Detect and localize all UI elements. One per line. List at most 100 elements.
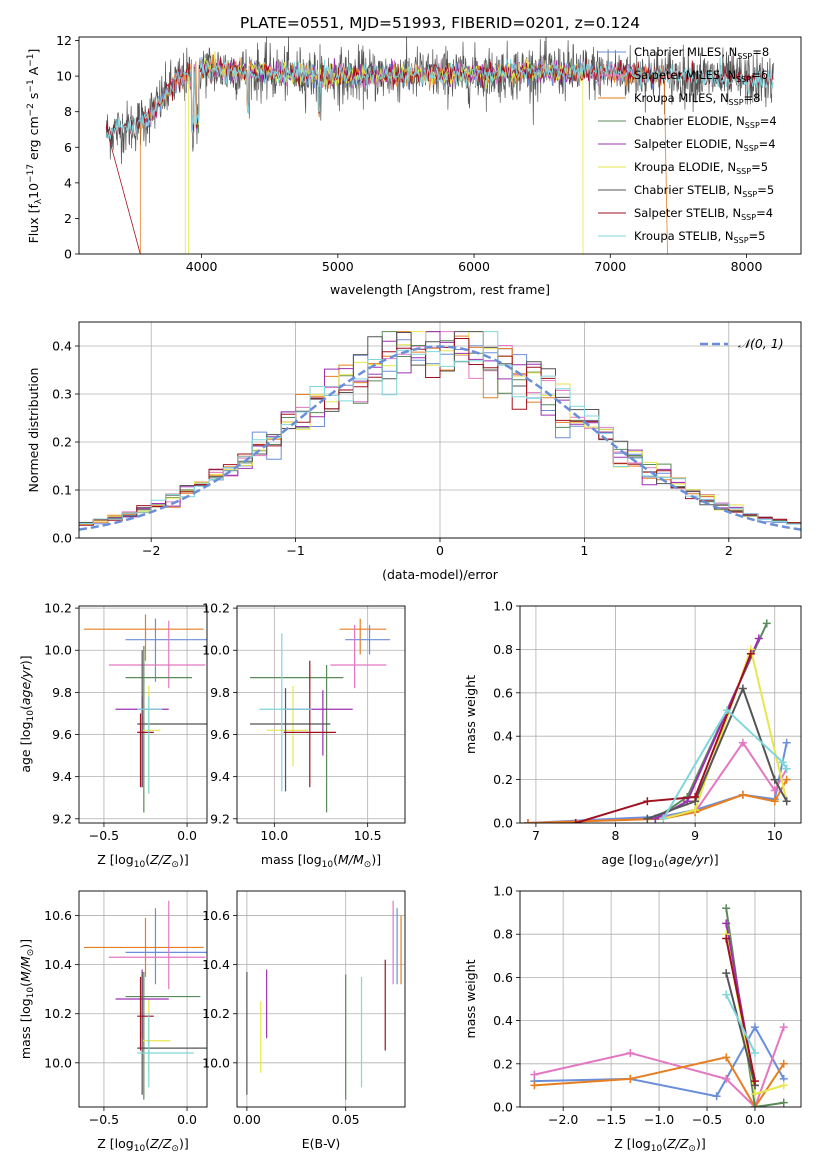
weight-marker-kroupa_miles [738,790,747,799]
weight-marker-kroupa_stelib [778,758,787,767]
weight-marker-kroupa_miles [779,1059,788,1068]
gaussian-curve [79,345,801,531]
tick-label-y: 0.8 [493,927,513,942]
axes-frame [236,605,406,824]
axis-label-y: age [log10(age/yr)] [18,655,36,772]
weight-marker-salpeter_miles [722,1074,731,1083]
weight-marker-salpeter_elodie [754,634,763,643]
tick-label-y: 1.0 [493,599,513,614]
axes-frame [78,321,802,539]
spectrum-line-kroupa_stelib [105,57,774,140]
tick-label-x: 0.05 [332,1112,360,1127]
weight-marker-chabrier_stelib [782,797,791,806]
tick-label-x: 0.0 [745,1112,765,1127]
weight-marker-kroupa_miles [782,775,791,784]
tick-label-x: −2.0 [548,1112,578,1127]
tick-label-x: 7000 [594,259,626,274]
tick-label-x: −1.5 [596,1112,626,1127]
legend-suffix: =8 [744,91,761,105]
tick-label-y: 0.4 [52,339,72,354]
tick-label-y: 9.2 [52,811,72,826]
tick-label-y: 10.0 [44,1055,72,1070]
tick-label-y: 12 [56,33,72,48]
tick-label-x: −1.0 [644,1112,674,1127]
legend-suffix: =4 [760,114,777,128]
legend-suffix: =6 [751,68,768,82]
axis-label-x: (data-model)/error [382,567,499,582]
legend-sub: SSP [744,144,759,153]
weight-vs-metallicity-panel: −2.0 −1.5 −1.0 −0.5 0.0 0.0 0.2 0.4 0.6 0.8 1.0 mas… [463,884,802,1154]
tick-label-y: 2 [64,211,72,226]
tick-label-y: 9.6 [210,727,230,742]
tick-label-y: 9.4 [52,769,72,784]
tick-label-y: 8 [64,104,72,119]
tick-label-y: 6 [64,140,72,155]
tick-label-y: 0.0 [493,816,513,831]
tick-label-x: −1 [286,543,304,558]
tick-label-y: 0.6 [493,685,513,700]
weight-marker-chabrier_stelib [643,814,652,823]
tick-label-y: 0.3 [52,387,72,402]
weight-line-kroupa_miles [527,779,788,823]
weight-marker-chabrier_stelib [722,969,731,978]
weight-marker-chabrier_miles [750,1023,759,1032]
legend-label: Kroupa STELIB, NSSP=5 [634,229,765,245]
plot-area [250,618,391,813]
weight-line-kroupa_stelib [662,708,788,820]
tick-label-x: 0.0 [177,828,197,843]
axis-label-y: Normed distribution [26,368,41,493]
tick-label-y: 0.4 [493,729,513,744]
plot-area [83,614,207,813]
tick-label-y: 0.8 [493,642,513,657]
tick-label-x: 7 [532,828,540,843]
tick-label-y: 10.2 [44,601,72,616]
tick-label-y: 0.4 [493,1013,513,1028]
tick-label-y: 10.6 [202,908,230,923]
tick-label-x: −0.5 [89,828,119,843]
plot-area [530,904,788,1107]
axis-label-x: E(B-V) [302,1136,341,1151]
tick-label-y: 0.1 [52,483,72,498]
weight-marker-salpeter_stelib [643,797,652,806]
weight-marker-salpeter_miles [770,786,779,795]
weight-marker-kroupa_elodie [691,805,700,814]
axis-label-y: mass [log10(M/M⊙)] [18,939,36,1059]
weight-marker-salpeter_miles [779,1023,788,1032]
tick-label-y: 0.0 [52,531,72,546]
tick-label-y: 10.4 [44,957,72,972]
tick-label-y: 9.4 [210,769,230,784]
histogram-salpeter_stelib [79,338,801,527]
legend-sub: SSP [736,75,751,84]
axis-label-x: age [log10(age/yr)] [601,852,718,870]
weight-marker-kroupa_elodie [750,1090,759,1099]
axes-frame [78,36,802,255]
weight-marker-kroupa_elodie [779,1081,788,1090]
plot-area [105,37,774,254]
legend-sub: SSP [741,213,756,222]
tick-label-x: 4000 [186,259,218,274]
weight-line-salpeter_miles [527,740,788,823]
tick-label-y: 10.2 [202,601,230,616]
legend-label: Salpeter MILES, NSSP=6 [634,68,768,84]
weight-marker-chabrier_elodie [750,1103,759,1107]
tick-label-y: 0.0 [493,1100,513,1115]
weight-marker-kroupa_miles [626,1074,635,1083]
tick-label-y: 9.2 [210,811,230,826]
legend-suffix: =4 [759,137,776,151]
weight-marker-salpeter_stelib [750,1077,759,1086]
tick-label-y: 1.0 [493,884,513,899]
axis-label-y: mass weight [463,675,478,754]
legend-suffix: =5 [751,160,768,174]
legend-label: Salpeter ELODIE, NSSP=4 [634,137,776,153]
weight-marker-kroupa_stelib [659,814,668,823]
tick-label-y: 9.8 [52,685,72,700]
weight-marker-salpeter_stelib [722,934,731,943]
tick-label-x: 6000 [458,259,490,274]
tick-label-x: 2 [725,543,733,558]
axis-label-x: wavelength [Angstrom, rest frame] [330,282,550,297]
weight-marker-chabrier_elodie [762,619,771,628]
tick-label-x: 10 [767,828,783,843]
tick-label-y: 10.0 [202,1055,230,1070]
weight-marker-chabrier_stelib [738,684,747,693]
